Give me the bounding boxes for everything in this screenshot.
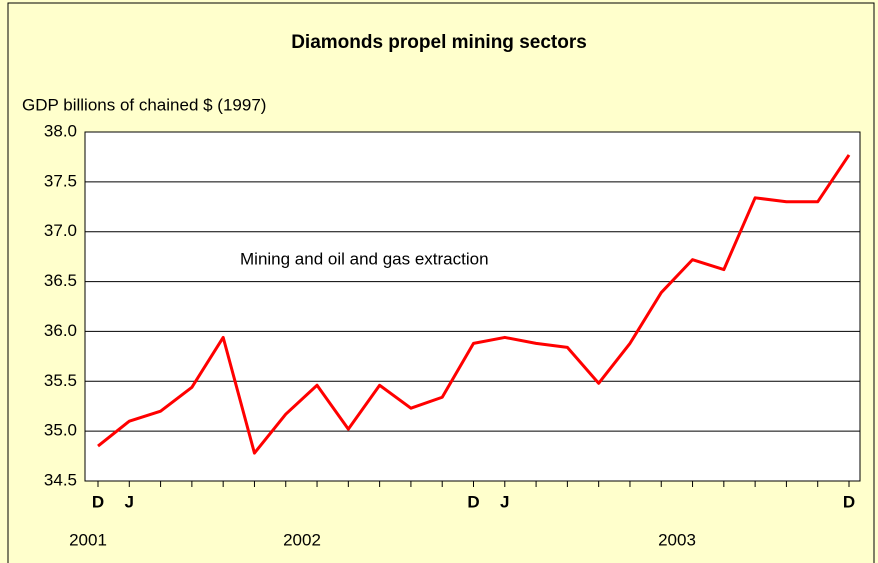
y-tick-label: 35.0 xyxy=(44,421,77,440)
y-tick-label: 36.0 xyxy=(44,321,77,340)
y-tick-label: 38.0 xyxy=(44,121,77,140)
plot-area xyxy=(84,131,861,482)
x-tick-label: D xyxy=(92,492,104,511)
year-label: 2001 xyxy=(69,530,107,549)
x-tick-label: J xyxy=(500,492,509,511)
year-label: 2002 xyxy=(283,530,321,549)
y-tick-label: 35.5 xyxy=(44,371,77,390)
y-tick-label: 36.5 xyxy=(44,271,77,290)
y-tick-label: 37.5 xyxy=(44,171,77,190)
y-tick-label: 34.5 xyxy=(44,470,77,489)
year-label: 2003 xyxy=(658,530,696,549)
x-tick-label: D xyxy=(467,492,479,511)
y-axis-label: GDP billions of chained $ (1997) xyxy=(22,95,266,114)
x-tick-label: D xyxy=(843,492,855,511)
line-series xyxy=(97,154,851,455)
x-tick-label: J xyxy=(125,492,134,511)
annotation: Mining and oil and gas extraction xyxy=(240,249,489,268)
y-tick-label: 37.0 xyxy=(44,221,77,240)
chart-title: Diamonds propel mining sectors xyxy=(291,32,587,53)
